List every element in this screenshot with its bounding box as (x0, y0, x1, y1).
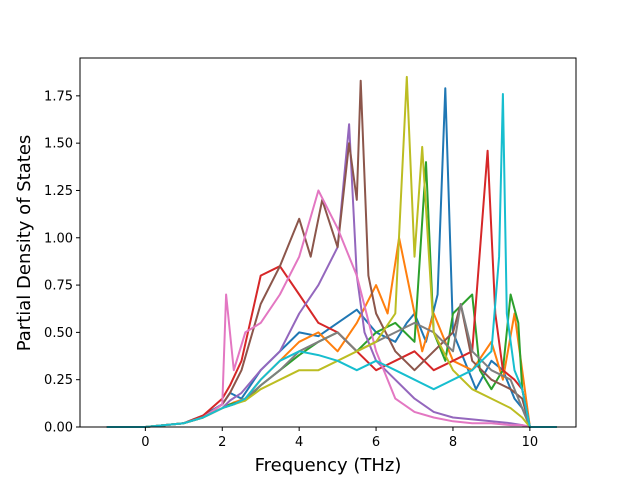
y-tick-label: 1.00 (44, 231, 73, 246)
x-tick-label: 0 (141, 435, 149, 450)
y-tick-label: 0.00 (44, 421, 73, 436)
y-tick-label: 1.50 (44, 137, 73, 152)
x-axis-ticks: 0 2 4 6 8 10 (141, 427, 538, 450)
x-tick-label: 8 (449, 435, 457, 450)
y-tick-label: 1.25 (44, 184, 73, 199)
y-axis-ticks: 0.00 0.25 0.50 0.75 1.00 1.25 1.50 1.75 (44, 89, 80, 436)
y-axis-label: Partial Density of States (14, 135, 35, 352)
series-line-7 (106, 189, 557, 428)
y-tick-label: 1.75 (44, 89, 73, 104)
x-tick-label: 2 (218, 435, 226, 450)
series-line-9 (106, 75, 557, 428)
y-tick-label: 0.50 (44, 326, 73, 341)
series-line-6 (106, 79, 557, 428)
series-line-10 (106, 93, 557, 428)
series-line-4 (106, 149, 557, 428)
plot-frame (79, 57, 577, 428)
x-tick-label: 10 (522, 435, 539, 450)
x-axis-label: Frequency (THz) (255, 455, 402, 476)
y-tick-label: 0.25 (44, 373, 73, 388)
y-tick-label: 0.75 (44, 279, 73, 294)
series-layer (106, 75, 557, 428)
x-tick-label: 6 (372, 435, 380, 450)
x-tick-label: 4 (295, 435, 303, 450)
